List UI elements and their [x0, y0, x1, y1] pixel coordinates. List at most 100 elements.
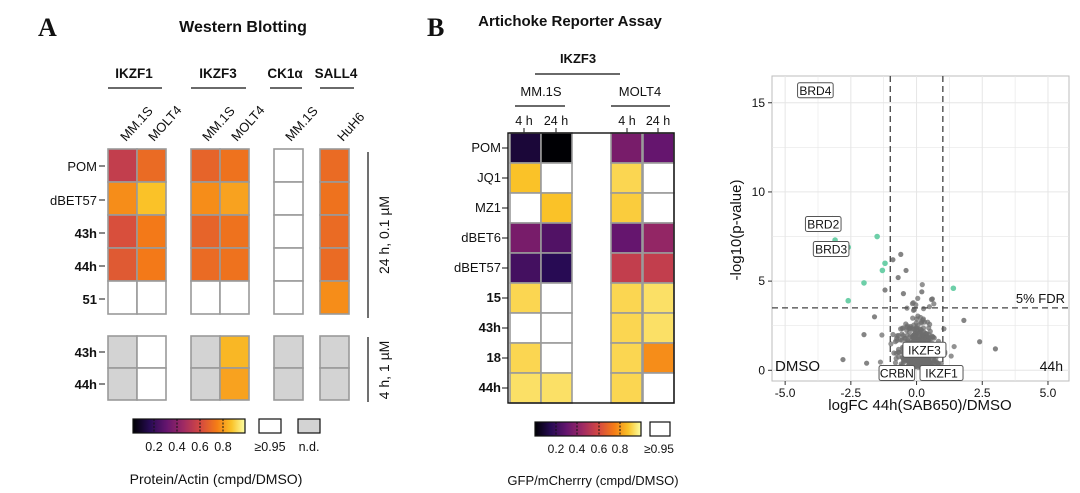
colorbar-tick-label: 0.2	[548, 442, 565, 456]
volcano-plot: 5% FDR BRD4 BRD2 BRD3 IKZF3 CRBN IKZF1 -5.0 -2…	[728, 75, 1070, 414]
heatmap-cell	[190, 247, 221, 282]
heatmap-cell	[319, 148, 350, 183]
panel-b-title: Artichoke Reporter Assay	[478, 13, 662, 30]
heatmap-cell	[319, 247, 350, 282]
heatmap-cell	[219, 367, 250, 401]
heatmap-cell	[190, 148, 221, 183]
heatmap-cell	[540, 192, 573, 224]
gene-label-box	[919, 364, 964, 381]
heatmap-cell	[610, 342, 643, 374]
legend-high-label: ≥0.95	[644, 442, 674, 456]
row-label: 18	[487, 350, 501, 365]
scatter-point	[920, 337, 926, 343]
row-label: 44h	[75, 377, 97, 392]
heatmap-cell	[107, 367, 138, 401]
row-label: 43h	[75, 345, 97, 360]
heatmap-cell	[136, 214, 167, 249]
scatter-point	[931, 301, 937, 307]
gene-label: BRD4	[799, 84, 831, 98]
heatmap-cell	[642, 372, 675, 404]
heatmap-cell	[509, 312, 542, 344]
heatmap-cell	[136, 181, 167, 216]
legend-high-label: ≥0.95	[254, 440, 285, 454]
gene-label: IKZF1	[925, 366, 958, 380]
column-label: MOLT4	[228, 102, 268, 144]
gene-label-box	[812, 241, 850, 258]
panel-a: A Western Blotting IKZF1 IKZF3 CK1α SALL…	[38, 13, 392, 487]
scatter-point	[890, 257, 896, 263]
scatter-point	[894, 333, 900, 339]
heatmap-cell	[190, 367, 221, 401]
heatmap-cell	[610, 312, 643, 344]
heatmap-cell	[610, 162, 643, 194]
panel-a-letter: A	[38, 13, 57, 42]
gene-label-box	[878, 364, 916, 381]
heatmap-cell	[540, 162, 573, 194]
scatter-point	[904, 324, 910, 330]
scatter-point	[920, 316, 926, 322]
heatmap-cell	[136, 367, 167, 401]
heatmap-cell	[509, 252, 542, 284]
scatter-point	[897, 337, 903, 343]
scatter-point	[919, 289, 925, 295]
group-label-ikzf3: IKZF3	[199, 66, 237, 81]
heatmap-cell	[219, 280, 250, 315]
significant-point	[874, 233, 880, 240]
gene-label: CRBN	[880, 366, 914, 380]
scatter-point	[898, 251, 904, 257]
heatmap-cell	[540, 282, 573, 314]
y-tick-label: 10	[752, 185, 766, 199]
heatmap-cell	[509, 222, 542, 254]
scatter-point	[919, 282, 925, 288]
heatmap-cell	[509, 132, 542, 164]
scatter-point	[933, 359, 939, 365]
scatter-point	[900, 291, 907, 297]
scatter-point	[882, 287, 888, 293]
y-axis-label: -log10(p-value)	[728, 180, 745, 281]
plot-reference-lines: 5% FDR	[772, 76, 1069, 381]
heatmap-cell	[540, 312, 573, 344]
scatter-point	[877, 359, 884, 365]
scatter-point	[915, 322, 921, 329]
heatmap-cell	[610, 132, 643, 164]
heatmap-cell	[610, 222, 643, 254]
panel-b-legend-caption: GFP/mCherrry (cmpd/DMSO)	[507, 473, 678, 488]
y-tick-label: 5	[758, 274, 765, 288]
heatmap-cell	[219, 181, 250, 216]
row-label: 15	[487, 290, 501, 305]
gene-label-box	[804, 216, 842, 233]
colorbar-tick-label: 0.8	[612, 442, 629, 456]
significant-point	[950, 285, 957, 292]
scatter-point	[895, 274, 901, 281]
colorbar-tick-label: 0.6	[591, 442, 608, 456]
time-label: 24 h	[646, 114, 670, 128]
scatter-point	[918, 320, 925, 326]
heatmap-cell	[509, 192, 542, 224]
legend-high-swatch	[258, 418, 282, 434]
panel-a-conditions: 24 h, 0.1 µM 4 h, 1 µM	[367, 152, 392, 402]
heatmap-cell	[642, 162, 675, 194]
scatter-point	[910, 315, 916, 321]
x-tick-label: 2.5	[974, 386, 991, 400]
time-label: 4 h	[515, 114, 532, 128]
scatter-point	[909, 359, 915, 365]
panel-b-heatmap	[502, 132, 675, 404]
scatter-point	[861, 332, 867, 338]
row-label: POM	[67, 159, 97, 174]
heatmap-cell	[509, 282, 542, 314]
scatter-point	[992, 346, 999, 352]
heatmap-cell	[319, 214, 350, 249]
significant-point	[861, 280, 867, 286]
heatmap-cell	[540, 252, 573, 284]
heatmap-cell	[540, 372, 573, 404]
legend-nd-label: n.d.	[299, 440, 320, 454]
row-label: 43h	[75, 226, 97, 241]
plot-gridlines	[772, 76, 1069, 381]
panel-b-group-label: IKZF3	[560, 51, 596, 66]
row-label: 44h	[479, 380, 501, 395]
heatmap-cell	[642, 282, 675, 314]
gene-label: BRD2	[807, 218, 839, 232]
colorbar-tick-label: 0.4	[168, 440, 185, 454]
colorbar-tick-label: 0.6	[191, 440, 208, 454]
heatmap-cell	[273, 214, 304, 249]
